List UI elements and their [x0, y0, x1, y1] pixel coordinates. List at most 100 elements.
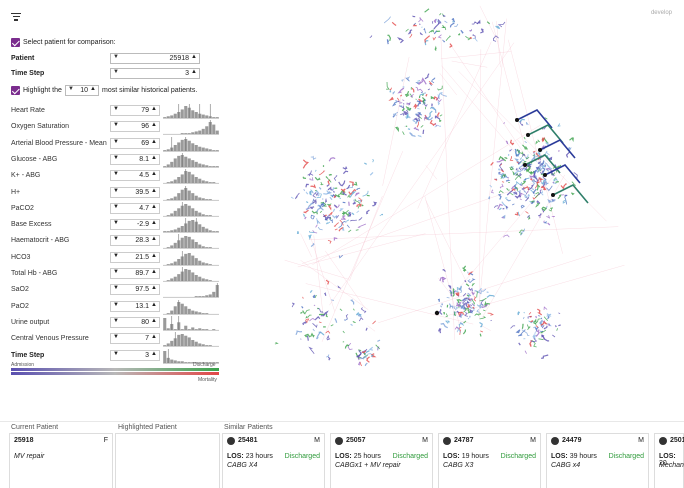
patient-trajectory — [358, 361, 361, 366]
highlight-count-input[interactable]: ▼ 10 ▲ — [65, 85, 99, 96]
patient-trajectory — [546, 168, 553, 172]
increment-icon[interactable]: ▲ — [151, 269, 157, 275]
patient-trajectory — [542, 176, 547, 181]
increment-icon[interactable]: ▲ — [151, 350, 157, 357]
patient-trajectory — [328, 204, 332, 211]
select-patient-checkbox[interactable] — [11, 38, 20, 47]
patient-trajectory — [340, 215, 346, 221]
feature-value-input[interactable]: ▼ 4.5 ▲ — [110, 170, 160, 182]
increment-icon[interactable]: ▲ — [151, 106, 157, 112]
feature-value-input[interactable]: ▼ 8.1 ▲ — [110, 153, 160, 165]
feature-row: Glucose - ABG ▼ 8.1 ▲ — [11, 152, 221, 168]
patient-trajectory — [418, 98, 423, 102]
similar-patient-card[interactable]: 2501 LOS: 20 Mechan — [654, 433, 684, 488]
histogram-bar — [191, 132, 195, 135]
histogram-bar — [187, 158, 191, 167]
patient-trajectory — [347, 342, 353, 350]
increment-icon[interactable]: ▲ — [151, 317, 157, 324]
patient-trajectory — [546, 185, 553, 192]
patient-trajectory — [451, 17, 456, 23]
histogram-bar — [184, 156, 188, 167]
feature-value-input[interactable]: ▼ 7 ▲ — [110, 333, 160, 345]
patient-trajectory — [439, 276, 447, 282]
patient-trajectory — [324, 292, 327, 296]
histogram-bar — [184, 253, 188, 265]
patient-trajectory — [300, 338, 302, 340]
increment-icon[interactable]: ▲ — [151, 220, 157, 227]
feature-value-input[interactable]: ▼ 4.7 ▲ — [110, 202, 160, 214]
patient-trajectory — [459, 313, 462, 317]
patient-trajectory — [366, 209, 370, 215]
patient-trajectory — [465, 300, 470, 308]
patient-trajectory — [502, 214, 506, 219]
increment-icon[interactable]: ▲ — [151, 334, 157, 341]
feature-value-input[interactable]: ▼ 13.1 ▲ — [110, 300, 160, 312]
patient-input[interactable]: ▼ 25918 ▲ — [110, 53, 200, 64]
increment-icon[interactable]: ▲ — [191, 54, 197, 60]
highlighted-patient-card[interactable] — [115, 433, 220, 488]
highlight-checkbox[interactable] — [11, 86, 20, 95]
patient-trajectory — [545, 142, 550, 147]
highlighted-trajectory — [539, 139, 576, 159]
feature-value-input[interactable]: ▼ -2.9 ▲ — [110, 219, 160, 231]
increment-icon[interactable]: ▲ — [151, 252, 157, 259]
feature-value-input[interactable]: ▼ 96 ▲ — [110, 121, 160, 133]
increment-icon[interactable]: ▲ — [151, 122, 157, 129]
feature-value-input[interactable]: ▼ 28.3 ▲ — [110, 235, 160, 247]
increment-icon[interactable]: ▲ — [151, 285, 157, 292]
increment-icon[interactable]: ▲ — [151, 138, 157, 145]
increment-icon[interactable]: ▲ — [151, 203, 157, 210]
feature-name: K+ - ABG — [11, 172, 41, 180]
patient-trajectory — [440, 322, 448, 329]
patient-trajectory — [330, 324, 334, 327]
patient-trajectory — [315, 189, 320, 197]
menu-icon[interactable] — [11, 13, 21, 21]
histogram-bar — [177, 258, 181, 265]
increment-icon[interactable]: ▲ — [191, 69, 197, 75]
similar-patient-card[interactable]: 24787 M LOS: 19 hours Discharged CABG X3 — [438, 433, 541, 488]
histogram-bar — [166, 263, 170, 265]
feature-value-input[interactable]: ▼ 69 ▲ — [110, 137, 160, 149]
similar-patient-card[interactable]: 25057 M LOS: 25 hours Discharged CABGx1 + MV… — [330, 433, 433, 488]
feature-value-input[interactable]: ▼ 97.5 ▲ — [110, 284, 160, 296]
histogram-bar — [205, 295, 209, 298]
increment-icon[interactable]: ▲ — [151, 301, 157, 308]
feature-value-input[interactable]: ▼ 3 ▲ — [110, 349, 160, 361]
patient-trajectory — [525, 192, 528, 195]
patient-trajectory — [311, 210, 318, 215]
histogram-bar — [163, 117, 167, 118]
patient-trajectory — [472, 306, 475, 309]
histogram-bar — [187, 220, 191, 233]
feature-value-input[interactable]: ▼ 39.5 ▲ — [110, 186, 160, 198]
patient-trajectory — [315, 224, 318, 228]
patient-trajectory — [442, 39, 446, 43]
histogram-bar — [184, 236, 188, 249]
feature-value-input[interactable]: ▼ 79 ▲ — [110, 105, 160, 116]
histogram-bar — [191, 174, 195, 184]
dropdown-icon: ▼ — [113, 69, 119, 75]
feature-name: Glucose - ABG — [11, 155, 58, 163]
increment-icon[interactable]: ▲ — [151, 187, 157, 194]
patient-trajectory — [357, 205, 361, 209]
histogram-bar — [173, 113, 177, 118]
patient-trajectory — [471, 291, 475, 296]
patient-trajectory — [413, 117, 419, 122]
feature-value-input[interactable]: ▼ 21.5 ▲ — [110, 251, 160, 263]
increment-icon[interactable]: ▲ — [90, 86, 96, 92]
patient-trajectory — [353, 181, 358, 186]
current-patient-card[interactable]: 25918 F MV repair — [9, 433, 113, 488]
increment-icon[interactable]: ▲ — [151, 154, 157, 161]
histogram-bar — [177, 142, 181, 151]
similar-patient-card[interactable]: 24479 M LOS: 39 hours Discharged CABG x4 — [546, 433, 649, 488]
patient-trajectory — [428, 29, 435, 34]
similar-patient-card[interactable]: 25481 M LOS: 23 hours Discharged CABG X4 — [222, 433, 325, 488]
patient-trajectory — [310, 242, 315, 248]
feature-value-input[interactable]: ▼ 80 ▲ — [110, 316, 160, 328]
increment-icon[interactable]: ▲ — [151, 171, 157, 178]
feature-value-input[interactable]: ▼ 89.7 ▲ — [110, 268, 160, 279]
increment-icon[interactable]: ▲ — [151, 236, 157, 243]
patient-trajectory — [407, 128, 411, 130]
patient-trajectory — [328, 218, 333, 223]
time-step-input[interactable]: ▼ 3 ▲ — [110, 68, 200, 79]
patient-embedding-scatter[interactable] — [240, 0, 684, 420]
